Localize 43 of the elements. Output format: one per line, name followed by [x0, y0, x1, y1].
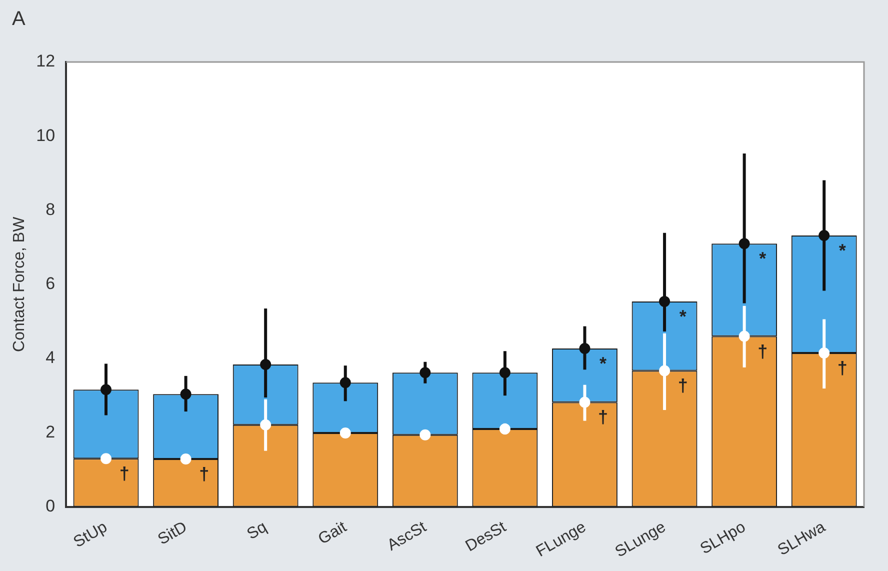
- point: [340, 428, 351, 439]
- data-label: †: [199, 464, 210, 484]
- x-tick-label: StUp: [70, 518, 110, 552]
- data-label: †: [119, 464, 130, 484]
- y-tick-label: 8: [46, 200, 56, 219]
- point: [659, 365, 670, 376]
- point: [180, 453, 192, 464]
- point: [260, 358, 272, 370]
- data-label: †: [678, 376, 688, 396]
- point: [180, 388, 192, 400]
- point: [738, 330, 750, 342]
- chart-title: A: [12, 8, 26, 31]
- point: [100, 384, 112, 396]
- x-tick-label: Gait: [316, 518, 350, 548]
- point: [340, 377, 351, 388]
- point: [579, 343, 590, 354]
- point: [659, 296, 670, 307]
- data-label: †: [837, 358, 848, 378]
- point: [499, 367, 510, 378]
- y-tick-label: 0: [46, 496, 56, 516]
- data-label: †: [758, 341, 768, 362]
- y-tick-label: 12: [36, 52, 56, 71]
- x-tick-label: SitD: [155, 518, 190, 548]
- data-label: *: [759, 248, 766, 269]
- point: [499, 423, 510, 434]
- point: [818, 230, 830, 241]
- data-label: *: [838, 240, 846, 260]
- y-tick-label: 6: [46, 274, 56, 294]
- point: [738, 238, 750, 250]
- point: [100, 453, 112, 464]
- point: [818, 347, 830, 358]
- data-label: †: [598, 407, 608, 428]
- y-axis-title: Contact Force, BW: [11, 216, 28, 352]
- data-label: *: [679, 306, 686, 326]
- y-tick-label: 4: [46, 348, 56, 368]
- x-tick-label: Sq: [244, 518, 270, 544]
- point: [579, 396, 590, 408]
- y-tick-label: 10: [36, 126, 56, 145]
- y-tick-label: 2: [46, 422, 56, 442]
- point: [420, 429, 431, 440]
- point: [420, 367, 431, 378]
- data-label: *: [600, 353, 607, 374]
- point: [260, 419, 272, 430]
